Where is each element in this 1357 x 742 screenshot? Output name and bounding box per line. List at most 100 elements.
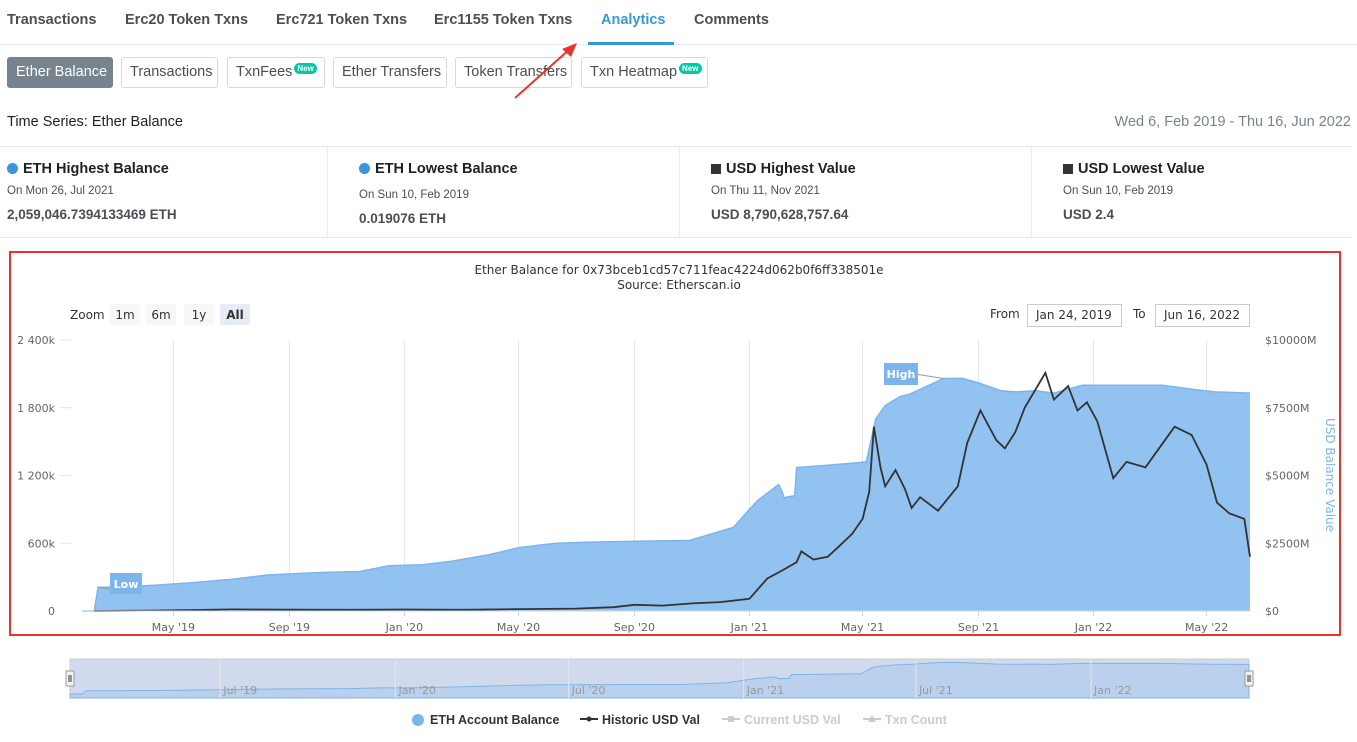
navigator-label: Jan '22 xyxy=(1093,684,1131,697)
navigator-label: Jan '20 xyxy=(397,684,435,697)
handle-body xyxy=(65,670,75,687)
stat-title-text: USD Lowest Value xyxy=(1078,161,1205,177)
legend-txn-count[interactable]: Txn Count xyxy=(863,713,947,727)
y-right-axis-title: USD Balance Value xyxy=(1323,418,1337,532)
x-tick-label: Jan '21 xyxy=(730,621,768,634)
legend-current-usd-val[interactable]: Current USD Val xyxy=(722,713,841,727)
chart-highlight-box xyxy=(9,251,1341,636)
navigator-series xyxy=(69,662,1250,699)
legend-label: ETH Account Balance xyxy=(430,713,560,727)
x-tick-label: May '20 xyxy=(497,621,540,634)
stat-eth-lowest-title: ETH Lowest Balance xyxy=(359,161,518,177)
zoom-button-bg xyxy=(184,304,214,325)
to-label: To xyxy=(1133,307,1146,321)
stat-usd-highest-title: USD Highest Value xyxy=(711,161,856,177)
from-label: From xyxy=(990,307,1020,321)
subtab-txnfees[interactable]: TxnFees New xyxy=(227,57,325,88)
stat-eth-lowest-value: 0.019076 ETH xyxy=(359,211,447,226)
zoom-button-1m[interactable]: 1m xyxy=(110,304,140,325)
navigator-label: Jul '19 xyxy=(222,684,257,697)
subtab-transactions[interactable]: Transactions xyxy=(121,57,218,88)
historic-usd-line xyxy=(94,370,1251,612)
subtab-ether-transfers[interactable]: Ether Transfers xyxy=(333,57,447,88)
stat-eth-highest-date: On Mon 26, Jul 2021 xyxy=(7,185,114,197)
tab-erc721-token-txns[interactable]: Erc721 Token Txns xyxy=(276,12,408,28)
zoom-button-all[interactable]: All xyxy=(220,304,250,325)
legend-line-icon xyxy=(580,716,598,722)
y-left-tick-label: 2 400k xyxy=(17,334,55,347)
flag-low-label: Low xyxy=(114,578,139,591)
x-tick-label: Jan '22 xyxy=(1074,621,1112,634)
stat-eth-highest-value: 2,059,046.7394133469 ETH xyxy=(7,207,177,222)
to-date-input[interactable]: Jun 16, 2022 xyxy=(1155,304,1250,327)
flag-connector xyxy=(914,373,944,379)
tab-transactions[interactable]: Transactions xyxy=(7,12,97,28)
y-right-tick-label: $5000M xyxy=(1265,470,1309,483)
annotation-arrow-icon xyxy=(514,43,577,99)
zoom-button-bg xyxy=(110,304,140,325)
tab-erc1155-token-txns[interactable]: Erc1155 Token Txns xyxy=(434,12,573,28)
subtab-label: Txn Heatmap xyxy=(590,64,678,80)
legend-historic-usd-val[interactable]: Historic USD Val xyxy=(580,713,700,727)
subtab-ether-balance[interactable]: Ether Balance xyxy=(7,57,113,88)
dark-square-icon xyxy=(711,164,721,174)
subtab-label: TxnFees xyxy=(236,64,293,80)
subtab-label: Ether Transfers xyxy=(342,64,442,80)
stat-divider xyxy=(327,147,328,237)
blue-dot-icon xyxy=(7,163,18,174)
x-tick-label: Sep '20 xyxy=(614,621,655,634)
zoom-button-6m[interactable]: 6m xyxy=(146,304,176,325)
legend-line-square-icon xyxy=(722,716,740,722)
x-tick-label: Sep '21 xyxy=(958,621,999,634)
stat-usd-lowest-date: On Sun 10, Feb 2019 xyxy=(1063,185,1173,197)
navigator-right-handle[interactable] xyxy=(1244,670,1254,687)
subtab-txn-heatmap[interactable]: Txn Heatmap New xyxy=(581,57,708,88)
flag-high-label: High xyxy=(887,368,916,381)
y-left-tick-label: 1 200k xyxy=(17,470,55,483)
subtab-label: Ether Balance xyxy=(16,64,108,80)
y-left-tick-label: 1 800k xyxy=(17,402,55,415)
zoom-button-label: 1m xyxy=(115,308,134,322)
stat-usd-highest-date: On Thu 11, Nov 2021 xyxy=(711,185,820,197)
navigator-label: Jan '21 xyxy=(746,684,784,697)
y-right-tick-label: $7500M xyxy=(1265,402,1309,415)
timeseries-range: Wed 6, Feb 2019 - Thu 16, Jun 2022 xyxy=(1114,114,1351,130)
y-left-tick-label: 0 xyxy=(48,605,55,618)
stat-eth-lowest-date: On Sun 10, Feb 2019 xyxy=(359,189,469,201)
balance-stats: ETH Highest Balance On Mon 26, Jul 2021 … xyxy=(0,146,1352,238)
new-badge: New xyxy=(294,63,317,74)
navigator-label: Jul '21 xyxy=(918,684,953,697)
new-badge: New xyxy=(679,63,702,74)
blue-dot-icon xyxy=(359,163,370,174)
legend-eth-account-balance[interactable]: ETH Account Balance xyxy=(412,713,559,727)
chart-title: Ether Balance for 0x73bceb1cd57c711feac4… xyxy=(474,263,883,277)
active-tab-indicator xyxy=(588,42,674,45)
zoom-button-bg xyxy=(146,304,176,325)
timeseries-title: Time Series: Ether Balance xyxy=(7,114,183,130)
subtab-label: Token Transfers xyxy=(464,64,568,80)
subtab-label: Transactions xyxy=(130,64,213,80)
handle-body xyxy=(1244,670,1254,687)
zoom-button-label: All xyxy=(226,308,244,322)
stat-usd-lowest-value: USD 2.4 xyxy=(1063,207,1115,222)
x-tick-label: May '21 xyxy=(841,621,884,634)
tab-comments[interactable]: Comments xyxy=(694,12,769,28)
from-date-input[interactable]: Jan 24, 2019 xyxy=(1027,304,1122,327)
zoom-button-bg xyxy=(220,304,250,325)
x-tick-label: Jan '20 xyxy=(385,621,423,634)
flag-high-box xyxy=(884,363,918,385)
legend-label: Txn Count xyxy=(885,713,947,727)
navigator-left-handle[interactable] xyxy=(65,670,75,687)
y-right-tick-label: $2500M xyxy=(1265,537,1309,550)
address-tabs: Transactions Erc20 Token Txns Erc721 Tok… xyxy=(0,0,1357,45)
zoom-button-1y[interactable]: 1y xyxy=(184,304,214,325)
subtab-token-transfers[interactable]: Token Transfers xyxy=(455,57,572,88)
x-tick-label: May '22 xyxy=(1185,621,1228,634)
stat-usd-lowest-title: USD Lowest Value xyxy=(1063,161,1205,177)
stat-eth-highest-title: ETH Highest Balance xyxy=(7,161,169,177)
tab-analytics[interactable]: Analytics xyxy=(601,12,666,28)
y-right-tick-label: $10000M xyxy=(1265,334,1316,347)
tab-erc20-token-txns[interactable]: Erc20 Token Txns xyxy=(125,12,249,28)
y-left-tick-label: 600k xyxy=(28,537,56,550)
